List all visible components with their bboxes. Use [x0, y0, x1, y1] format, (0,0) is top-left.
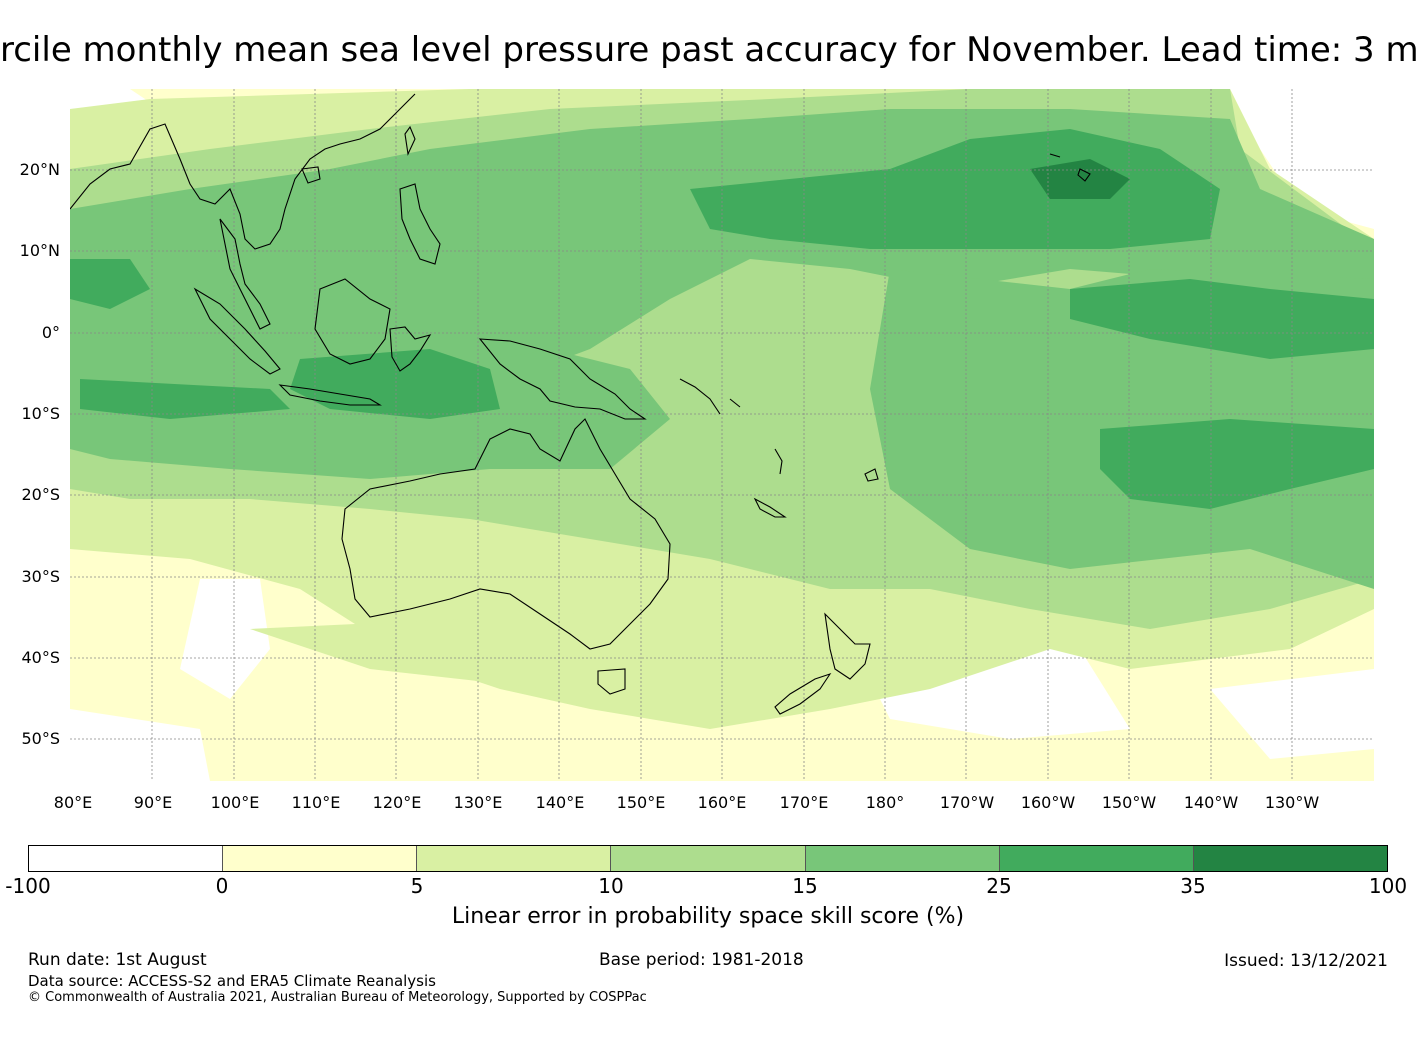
colorbar-tick: 100	[1368, 874, 1408, 898]
new-caledonia	[753, 497, 787, 518]
lat-label-20n: 20°N	[19, 160, 60, 179]
map-title: rcile monthly mean sea level pressure pa…	[0, 30, 1416, 70]
colorbar-segment	[417, 846, 612, 871]
colorbar-segment	[223, 846, 418, 871]
lon-label-100e: 100°E	[210, 793, 260, 812]
lat-label-30s: 30°S	[21, 567, 60, 586]
colorbar-segment	[611, 846, 806, 871]
java-coast	[278, 384, 382, 406]
taiwan-coast	[404, 125, 416, 156]
lon-label-160e: 160°E	[697, 793, 747, 812]
colorbar-segment	[1193, 846, 1387, 871]
lon-label-170w: 170°W	[939, 793, 995, 812]
solomon-islands	[679, 378, 741, 415]
hawaii-islands	[1049, 153, 1091, 182]
lat-label-20s: 20°S	[21, 485, 60, 504]
copyright: © Commonwealth of Australia 2021, Austra…	[28, 990, 647, 1005]
issued-date: Issued: 13/12/2021	[1224, 951, 1388, 971]
australia-coast	[341, 418, 671, 650]
colorbar-segment	[999, 846, 1194, 871]
lon-label-160w: 160°W	[1020, 793, 1076, 812]
run-date: Run date: 1st August	[28, 950, 207, 970]
lon-label-170e: 170°E	[779, 793, 829, 812]
fiji-islands	[864, 468, 879, 482]
colorbar-tick: 15	[792, 874, 818, 898]
lat-label-10n: 10°N	[19, 241, 60, 260]
new-zealand-north	[824, 612, 871, 680]
borneo-coast	[314, 278, 391, 365]
lon-label-140e: 140°E	[535, 793, 585, 812]
skill-score-map	[70, 89, 1374, 781]
colorbar-tick: -100	[5, 874, 51, 898]
vanuatu-islands	[774, 448, 783, 475]
lon-label-140w: 140°W	[1183, 793, 1239, 812]
tasmania-coast	[597, 668, 626, 695]
lat-label-40s: 40°S	[21, 648, 60, 667]
colorbar-tick: 25	[986, 874, 1012, 898]
lon-label-130e: 130°E	[453, 793, 503, 812]
hainan-coast	[301, 166, 321, 184]
lon-label-90e: 90°E	[133, 793, 173, 812]
data-source: Data source: ACCESS-S2 and ERA5 Climate …	[28, 972, 436, 990]
new-guinea-coast	[478, 338, 647, 420]
lat-label-0: 0°	[41, 323, 60, 342]
lat-label-50s: 50°S	[21, 729, 60, 748]
malay-peninsula-coast	[219, 218, 271, 330]
colorbar-segment	[805, 846, 1000, 871]
colorbar-tick: 5	[410, 874, 424, 898]
lon-label-150w: 150°W	[1101, 793, 1157, 812]
lon-label-130w: 130°W	[1264, 793, 1320, 812]
sumatra-coast	[193, 287, 281, 375]
lon-label-110e: 110°E	[291, 793, 341, 812]
colorbar-tick: 35	[1180, 874, 1206, 898]
colorbar-tick: 10	[598, 874, 624, 898]
coastlines	[70, 93, 1091, 715]
new-zealand-south	[774, 672, 832, 715]
colorbar-segment	[29, 846, 224, 871]
colorbar	[28, 845, 1388, 872]
map-canvas	[70, 89, 1374, 781]
graticule	[70, 89, 1374, 781]
philippines-coast	[399, 183, 441, 265]
sulawesi-coast	[389, 326, 432, 372]
asia-mainland-coast	[70, 93, 416, 250]
lon-label-150e: 150°E	[616, 793, 666, 812]
colorbar-label: Linear error in probability space skill …	[451, 904, 965, 929]
colorbar-tick: 0	[215, 874, 229, 898]
lon-label-120e: 120°E	[372, 793, 422, 812]
lon-label-80e: 80°E	[53, 793, 93, 812]
base-period: Base period: 1981-2018	[599, 950, 804, 970]
lat-label-10s: 10°S	[21, 404, 60, 423]
lon-label-180: 180°	[865, 793, 905, 812]
